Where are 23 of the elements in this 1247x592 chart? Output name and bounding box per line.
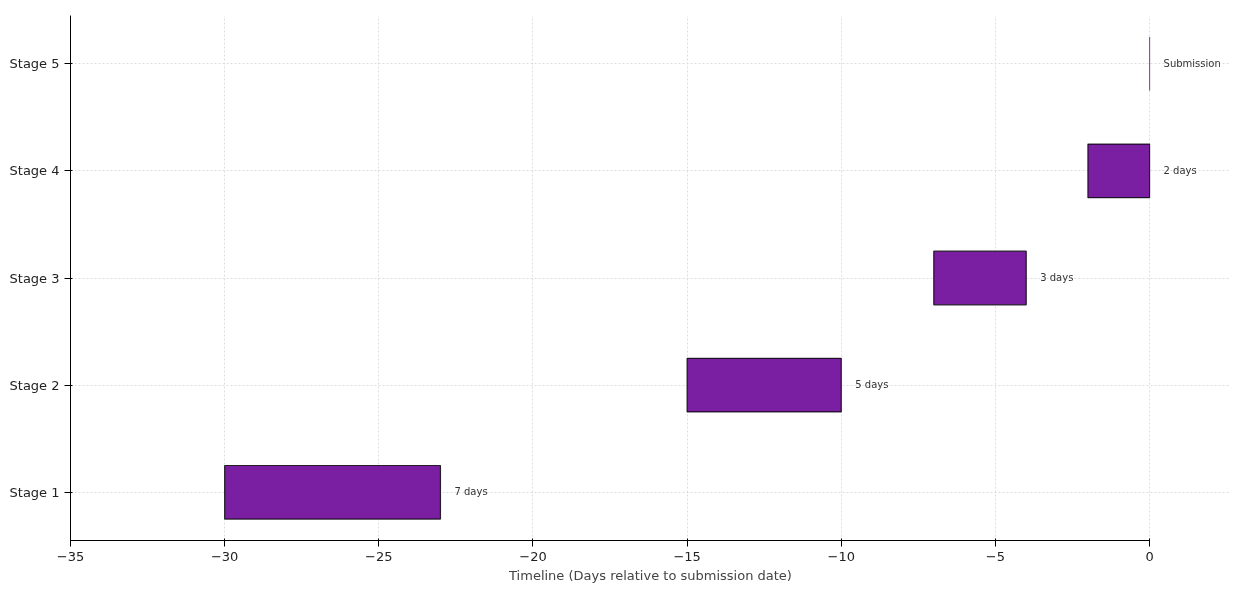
x-tick-label: −20 [519, 548, 547, 564]
data-label: 3 days [1040, 272, 1074, 283]
data-label: 5 days [855, 379, 889, 391]
data-label: 2 days [1163, 164, 1197, 176]
y-tick-label: Stage 4 [9, 163, 60, 179]
x-axis-title: Timeline (Days relative to submission date) [508, 567, 792, 583]
data-label: Submission [1163, 57, 1221, 69]
y-tick-label: Stage 2 [9, 377, 60, 393]
x-tick-label: −25 [365, 548, 393, 564]
bar [224, 464, 442, 520]
y-tick-label: Stage 5 [9, 56, 60, 72]
x-tick-label: −30 [210, 548, 239, 564]
data-label: 7 days [454, 486, 488, 498]
bar [686, 357, 842, 413]
bar [933, 250, 1027, 306]
x-tick-label: −5 [985, 548, 1006, 564]
x-tick-label: −10 [827, 548, 855, 564]
x-tick-label: 0 [1145, 548, 1154, 564]
x-tick-label: −35 [56, 548, 85, 564]
y-tick-label: Stage 3 [9, 270, 60, 286]
bar [1087, 143, 1151, 199]
x-tick-label: −15 [673, 548, 701, 564]
y-tick-label: Stage 1 [9, 484, 60, 500]
